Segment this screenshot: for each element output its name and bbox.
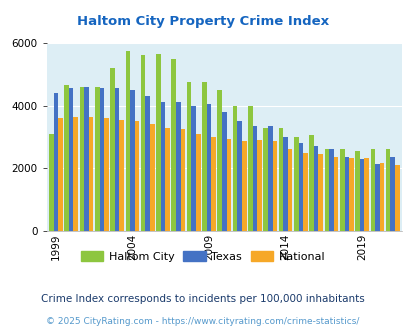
Bar [257, 140, 261, 231]
Bar [95, 87, 99, 231]
Bar [84, 87, 89, 231]
Bar [339, 149, 344, 231]
Bar [344, 157, 348, 231]
Bar [394, 165, 399, 231]
Bar [226, 139, 230, 231]
Bar [99, 88, 104, 231]
Text: © 2025 CityRating.com - https://www.cityrating.com/crime-statistics/: © 2025 CityRating.com - https://www.city… [46, 317, 359, 326]
Bar [287, 149, 292, 231]
Bar [89, 116, 93, 231]
Bar [364, 158, 368, 231]
Bar [272, 141, 277, 231]
Bar [247, 106, 252, 231]
Bar [53, 93, 58, 231]
Bar [313, 147, 318, 231]
Bar [115, 88, 119, 231]
Bar [232, 106, 237, 231]
Bar [110, 68, 115, 231]
Bar [49, 134, 53, 231]
Bar [186, 82, 191, 231]
Bar [160, 102, 165, 231]
Bar [324, 149, 328, 231]
Bar [309, 135, 313, 231]
Bar [150, 124, 154, 231]
Bar [145, 96, 150, 231]
Bar [156, 54, 160, 231]
Bar [348, 158, 353, 231]
Bar [303, 152, 307, 231]
Bar [119, 120, 124, 231]
Bar [359, 159, 364, 231]
Bar [241, 141, 246, 231]
Bar [125, 51, 130, 231]
Bar [222, 112, 226, 231]
Bar [283, 137, 287, 231]
Bar [176, 102, 180, 231]
Bar [69, 88, 73, 231]
Bar [385, 149, 390, 231]
Bar [171, 59, 176, 231]
Bar [196, 134, 200, 231]
Bar [130, 90, 134, 231]
Bar [267, 126, 272, 231]
Bar [318, 154, 322, 231]
Bar [354, 151, 359, 231]
Bar [64, 85, 69, 231]
Bar [298, 143, 303, 231]
Bar [237, 121, 241, 231]
Bar [293, 137, 298, 231]
Text: Crime Index corresponds to incidents per 100,000 inhabitants: Crime Index corresponds to incidents per… [41, 294, 364, 304]
Bar [79, 87, 84, 231]
Legend: Haltom City, Texas, National: Haltom City, Texas, National [76, 247, 329, 267]
Bar [191, 106, 196, 231]
Bar [263, 128, 267, 231]
Bar [206, 104, 211, 231]
Bar [379, 163, 384, 231]
Bar [252, 126, 257, 231]
Bar [134, 121, 139, 231]
Bar [165, 128, 170, 231]
Bar [211, 137, 215, 231]
Bar [202, 82, 206, 231]
Text: Haltom City Property Crime Index: Haltom City Property Crime Index [77, 15, 328, 28]
Bar [58, 118, 63, 231]
Bar [328, 149, 333, 231]
Bar [180, 129, 185, 231]
Bar [333, 157, 337, 231]
Bar [73, 116, 78, 231]
Bar [104, 118, 109, 231]
Bar [141, 55, 145, 231]
Bar [390, 157, 394, 231]
Bar [217, 90, 222, 231]
Bar [374, 164, 379, 231]
Bar [278, 128, 283, 231]
Bar [370, 149, 374, 231]
